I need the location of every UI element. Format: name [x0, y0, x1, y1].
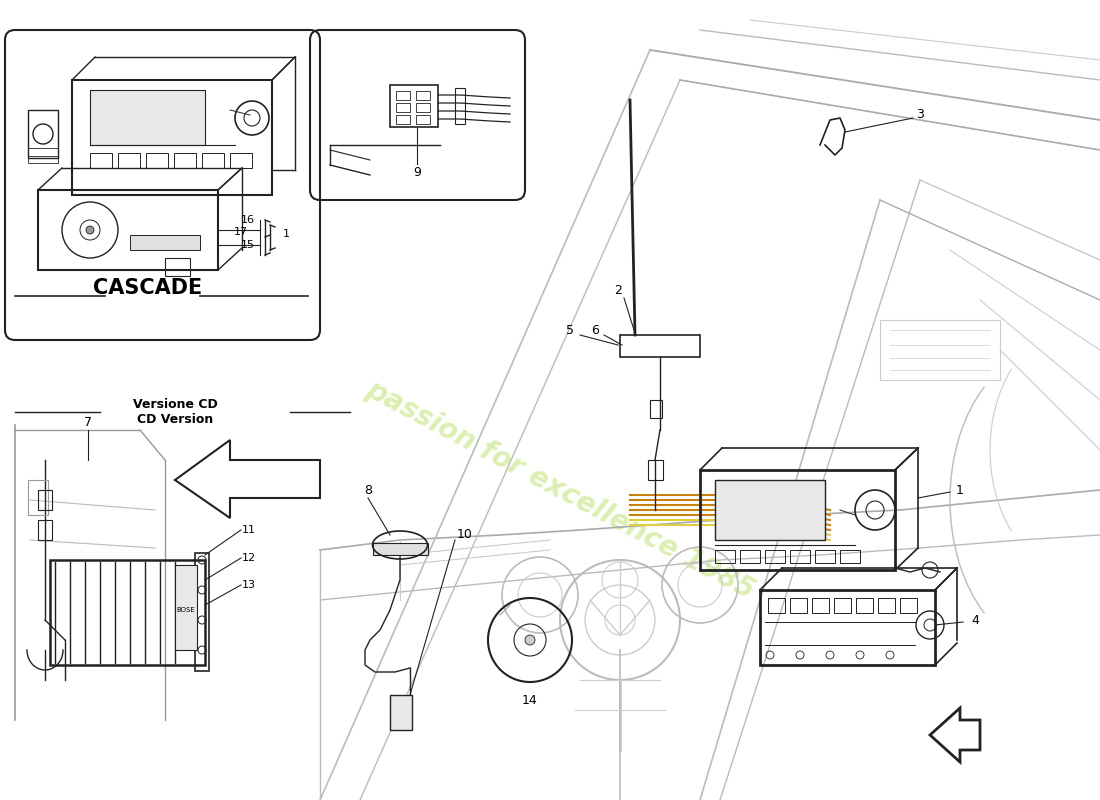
Text: Versione CD
CD Version: Versione CD CD Version: [133, 398, 218, 426]
Bar: [130, 235, 200, 250]
Bar: [740, 550, 760, 563]
Bar: [90, 153, 112, 168]
Bar: [28, 480, 48, 515]
Bar: [396, 103, 410, 112]
Circle shape: [525, 635, 535, 645]
Text: 17: 17: [234, 227, 248, 237]
Text: CASCADE: CASCADE: [94, 278, 202, 298]
Text: 14: 14: [522, 694, 538, 706]
Bar: [815, 550, 835, 563]
Bar: [772, 525, 785, 535]
Bar: [146, 153, 168, 168]
Bar: [195, 553, 209, 671]
Text: passion for excellence 1985: passion for excellence 1985: [361, 375, 759, 605]
Text: 13: 13: [242, 580, 256, 590]
Text: 4: 4: [971, 614, 979, 626]
Circle shape: [86, 226, 94, 234]
Bar: [750, 495, 790, 540]
Bar: [118, 153, 140, 168]
Bar: [28, 158, 58, 163]
Bar: [760, 590, 935, 665]
Bar: [754, 512, 767, 522]
Bar: [620, 335, 700, 357]
Bar: [90, 90, 205, 145]
Bar: [812, 598, 829, 613]
Bar: [455, 88, 465, 124]
Bar: [174, 153, 196, 168]
Bar: [165, 258, 190, 276]
Bar: [72, 80, 272, 195]
Text: 10: 10: [458, 529, 473, 542]
Bar: [28, 110, 58, 158]
Bar: [28, 148, 58, 156]
Text: 12: 12: [242, 553, 256, 563]
Text: BOSE: BOSE: [177, 607, 196, 613]
Bar: [772, 499, 785, 509]
Bar: [39, 490, 52, 510]
Text: 1: 1: [283, 229, 290, 239]
Bar: [772, 512, 785, 522]
Bar: [880, 320, 1000, 380]
Bar: [202, 153, 224, 168]
Bar: [39, 190, 218, 270]
Bar: [390, 695, 412, 730]
Bar: [39, 520, 52, 540]
Text: 6: 6: [591, 323, 598, 337]
Bar: [878, 598, 895, 613]
Text: 1: 1: [956, 483, 964, 497]
Bar: [715, 480, 825, 540]
Bar: [754, 499, 767, 509]
Bar: [390, 85, 438, 127]
Bar: [768, 598, 785, 613]
Text: 7: 7: [84, 415, 92, 429]
Bar: [790, 550, 810, 563]
Text: 2: 2: [614, 283, 622, 297]
Text: 11: 11: [242, 525, 256, 535]
Text: 5: 5: [566, 323, 574, 337]
Bar: [416, 115, 430, 124]
Polygon shape: [175, 440, 320, 518]
Bar: [856, 598, 873, 613]
Bar: [416, 103, 430, 112]
Text: 3: 3: [916, 109, 924, 122]
Text: 9: 9: [414, 166, 421, 178]
Bar: [840, 550, 860, 563]
Bar: [834, 598, 851, 613]
Bar: [230, 153, 252, 168]
Bar: [715, 550, 735, 563]
Bar: [396, 115, 410, 124]
Polygon shape: [930, 708, 980, 762]
Text: 8: 8: [364, 483, 372, 497]
Bar: [396, 91, 410, 100]
Bar: [648, 460, 663, 480]
Bar: [650, 400, 662, 418]
Text: 15: 15: [241, 240, 255, 250]
Bar: [790, 598, 807, 613]
Bar: [175, 565, 197, 650]
Bar: [373, 543, 428, 555]
Bar: [754, 525, 767, 535]
Text: 16: 16: [241, 215, 255, 225]
Bar: [764, 550, 785, 563]
Bar: [900, 598, 917, 613]
Bar: [416, 91, 430, 100]
Bar: [700, 470, 895, 570]
Bar: [50, 560, 205, 665]
